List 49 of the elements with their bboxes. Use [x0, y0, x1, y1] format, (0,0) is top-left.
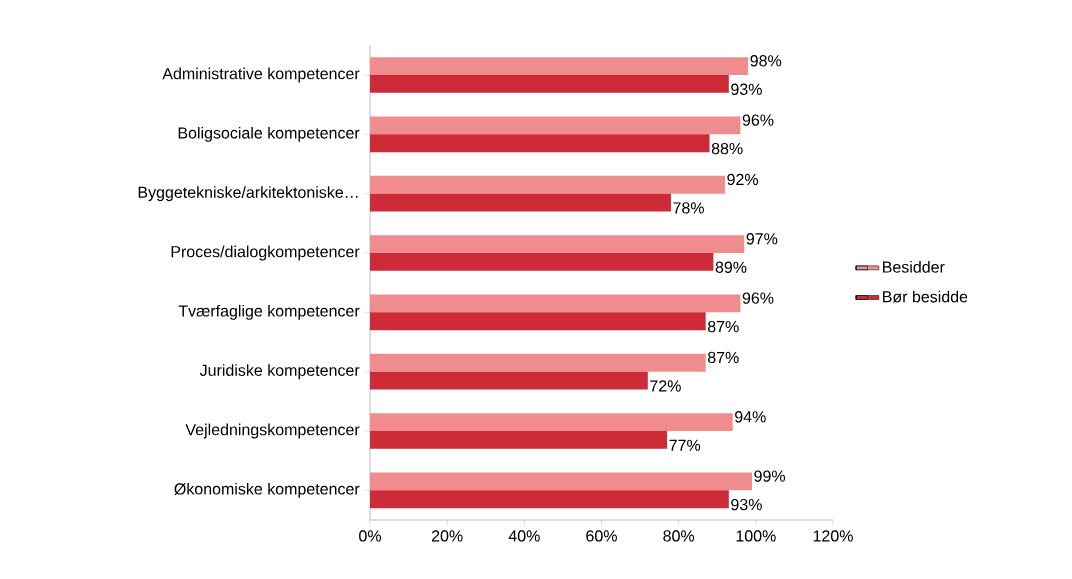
y-tick-label: Administrative kompetencer [162, 67, 360, 83]
bar [370, 371, 648, 390]
data-label: 88% [711, 142, 743, 155]
bar [370, 193, 671, 212]
x-tick-label: 40% [508, 530, 540, 542]
bar [370, 57, 749, 76]
x-tick-label: 120% [813, 530, 853, 542]
data-label: 77% [669, 439, 701, 451]
data-label: 89% [715, 261, 747, 273]
bar [370, 472, 752, 491]
bar [370, 134, 710, 153]
bar [370, 253, 714, 271]
bar [370, 353, 706, 372]
y-tick-label: Vejledningskompetencer [185, 423, 360, 439]
data-label: 98% [750, 55, 782, 67]
bar [370, 75, 729, 93]
bar [370, 175, 725, 194]
legend-label: Besidder [883, 260, 945, 273]
y-tick-label: Byggetekniske/arkitektoniske… [138, 186, 358, 202]
bar [370, 294, 741, 313]
data-label: 96% [742, 114, 774, 126]
data-label: 87% [707, 351, 739, 364]
data-label: 72% [650, 380, 681, 392]
data-label: 97% [746, 233, 778, 245]
bar [370, 413, 733, 432]
bar [370, 116, 741, 135]
bar [370, 431, 668, 449]
bar [370, 235, 745, 254]
bar [370, 490, 729, 509]
y-tick-label: Juridiske kompetencer [199, 364, 360, 380]
x-tick-label: 60% [586, 530, 617, 542]
y-tick-label: Boligsociale kompetencer [178, 126, 360, 142]
y-tick-label: Tværfaglige kompetencer [178, 304, 360, 320]
x-tick-label: 0% [359, 530, 381, 542]
y-tick-label: Økonomiske kompetencer [174, 482, 360, 498]
x-tick-label: 100% [736, 530, 776, 542]
data-label: 92% [727, 173, 759, 186]
data-label: 93% [731, 498, 762, 511]
data-label: 96% [742, 292, 774, 304]
y-tick-label: Proces/dialogkompetencer [171, 245, 360, 261]
bar [370, 312, 706, 331]
data-label: 94% [735, 411, 766, 423]
data-label: 93% [731, 83, 762, 95]
x-tick-label: 80% [663, 530, 695, 542]
data-label: 78% [673, 202, 704, 214]
data-label: 99% [754, 470, 786, 482]
data-label: 87% [707, 320, 739, 333]
legend-label: Bør besidde [883, 290, 968, 303]
x-tick-label: 20% [431, 530, 463, 542]
